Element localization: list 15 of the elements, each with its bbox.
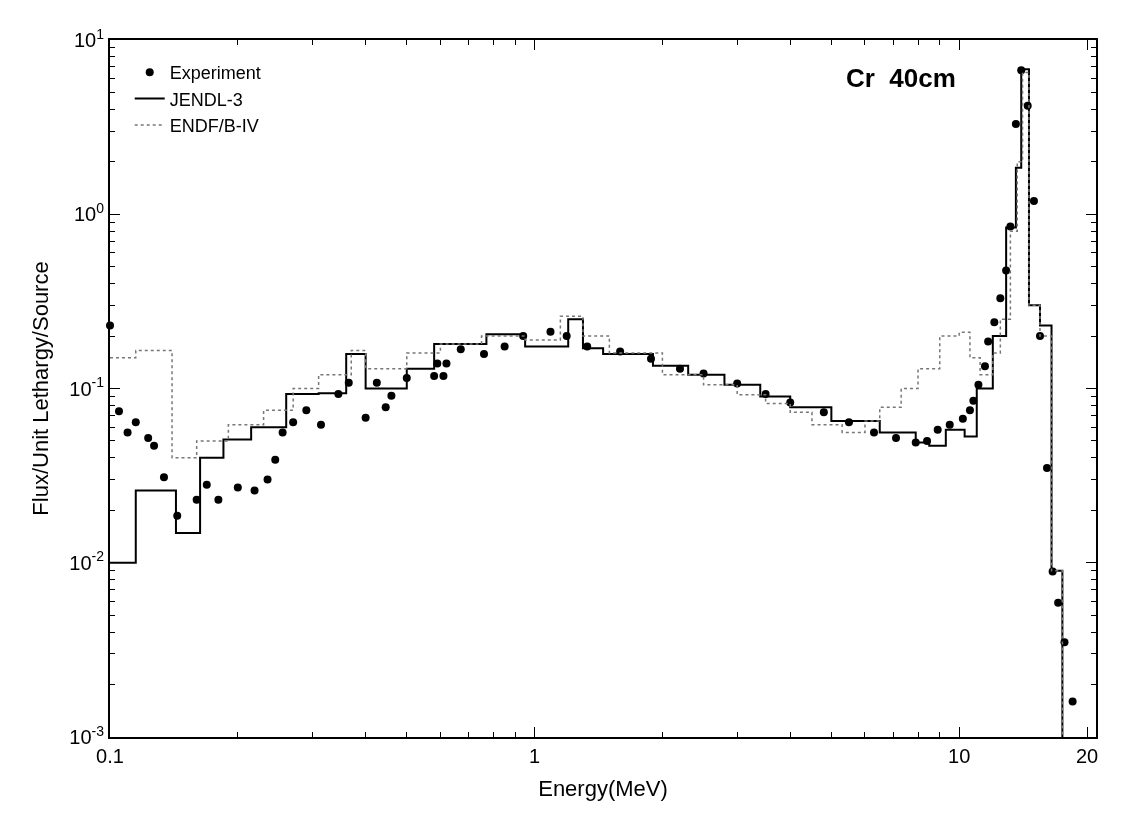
y-axis-title: Flux/Unit Lethargy/Source	[27, 261, 53, 516]
legend-label: Experiment	[169, 63, 261, 84]
x-axis-title: Energy(MeV)	[538, 776, 668, 802]
y-tick-label: 10$^{0}$	[73, 199, 105, 226]
x-tick-label: 0.1	[96, 745, 124, 767]
annotation: Cr 40cm	[846, 63, 956, 93]
legend-label: JENDL-3	[169, 89, 243, 110]
x-tick-label: 20	[1075, 745, 1099, 767]
y-tick-label: 10$^{-3}$	[69, 722, 105, 748]
legend-label: ENDF/B-IV	[169, 115, 259, 136]
x-tick-label: 1	[529, 745, 541, 767]
y-tick-label: 10$^{1}$	[73, 25, 105, 51]
x-tick-label: 10	[948, 745, 971, 767]
y-tick-label: 10$^{-2}$	[69, 548, 105, 574]
y-tick-label: 10$^{-1}$	[69, 374, 105, 400]
